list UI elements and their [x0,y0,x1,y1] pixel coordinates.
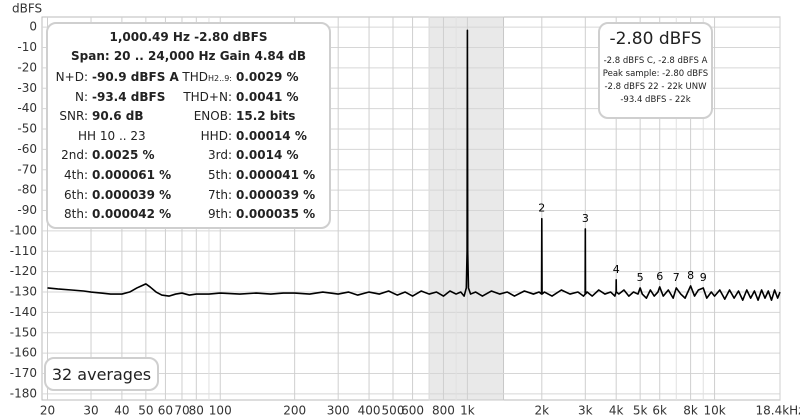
stat-label: THDH2..9: [182,70,232,84]
x-tick-label: 300 [327,404,350,418]
x-tick-label: 600 [401,404,424,418]
stat-label: HH 10 .. 23 [78,128,146,143]
level-line: -93.4 dBFS - 22k [620,95,691,105]
stat-value: 0.0029 % [236,70,299,84]
stat-label: 5th: [208,168,232,182]
y-tick-label: -180 [10,386,37,400]
harmonic-label: 9 [700,271,707,284]
x-tick-label: 4k [609,404,624,418]
y-tick-label: 0 [29,20,37,34]
harmonic-label: 8 [687,269,694,282]
stat-value: -93.4 dBFS [92,89,166,104]
stat-label: N: [74,89,88,104]
x-tick-label: 800 [432,404,455,418]
x-tick-label: 18.4kHz [756,404,800,418]
x-tick-label: 70 [174,404,189,418]
level-line: -2.8 dBFS C, -2.8 dBFS A [603,56,708,66]
level-value: -2.80 dBFS [609,29,702,49]
x-tick-label: 500 [382,404,405,418]
y-tick-label: -50 [17,122,37,136]
x-tick-label: 400 [358,404,381,418]
stat-value: 0.000035 % [236,207,316,222]
stat-label: THD [182,70,209,84]
stat-label: 8th: [64,207,88,222]
harmonic-label: 6 [656,270,663,283]
x-tick-label: 1k [460,404,475,418]
averages-panel: 32 averages [44,357,159,391]
averages-text: 32 averages [51,365,152,384]
x-tick-label: 60 [158,404,173,418]
y-tick-label: -120 [10,264,37,278]
spectrum-line [47,29,781,301]
y-tick-label: -110 [10,244,37,258]
level-panel: -2.80 dBFS -2.8 dBFS C, -2.8 dBFS A Peak s… [598,22,713,119]
y-tick-label: -170 [10,366,37,380]
x-tick-label: 3k [578,404,593,418]
x-tick-label: 40 [114,404,129,418]
y-tick-label: -90 [17,203,37,217]
stat-label-sub: H2..9: [208,74,232,83]
stat-label: 6th: [64,187,88,202]
stat-value: -90.9 dBFS A [92,70,179,84]
x-tick-label: 8k [683,404,698,418]
shaded-band [428,16,505,401]
x-tick-label: 10k [703,404,725,418]
stat-label: HHD: [200,128,232,143]
x-tick-label: 5k [633,404,648,418]
level-line: -2.8 dBFS 22 - 22k UNW [604,82,707,92]
stat-value: 0.000061 % [92,168,172,182]
y-tick-label: -100 [10,223,37,237]
y-tick-label: -140 [10,305,37,319]
stat-value: 0.0025 % [92,148,155,163]
harmonic-label: 5 [637,271,644,284]
x-tick-label: 30 [83,404,98,418]
x-tick-label: 80 [189,404,204,418]
y-tick-label: -80 [17,183,37,197]
y-tick-label: -130 [10,285,37,299]
harmonic-label: 2 [538,202,545,215]
stat-value: 0.000042 % [92,207,172,222]
y-tick-label: -150 [10,325,37,339]
stat-value: 0.000039 % [92,187,172,202]
stat-label: 7th: [208,187,232,202]
stat-label: N+D: [55,70,88,84]
harmonic-label: 3 [582,212,589,225]
x-tick-label: 50 [138,404,153,418]
stat-label: 9th: [208,207,232,222]
measurement-panel: 1,000.49 Hz -2.80 dBFS Span: 20 .. 24,000… [46,22,331,229]
stat-value: 90.6 dB [92,109,144,124]
harmonic-label: 7 [673,271,680,284]
x-tick-label: 2k [535,404,550,418]
panel-span: Span: 20 .. 24,000 Hz Gain 4.84 dB [70,49,306,63]
stat-value: 0.000041 % [236,168,316,182]
stat-label: 3rd: [207,148,232,163]
y-tick-label: -40 [17,101,37,115]
level-line: Peak sample: -2.80 dBFS [602,69,709,79]
stat-label: 2nd: [61,148,88,163]
y-tick-label: -70 [17,162,37,176]
y-tick-label: -20 [17,60,37,74]
stat-label: SNR: [59,109,88,124]
harmonic-label: 4 [613,263,620,276]
x-tick-label: 6k [652,404,667,418]
stat-value: 15.2 bits [236,109,296,124]
y-tick-label: -10 [17,40,37,54]
stat-label: ENOB: [193,109,232,124]
y-tick-label: -160 [10,346,37,360]
stat-label: THD+N: [183,89,232,104]
x-tick-label: 200 [283,404,306,418]
x-tick-label: 20 [40,404,55,418]
x-tick-label: 100 [209,404,232,418]
y-tick-label: -30 [17,81,37,95]
y-tick-label: -60 [17,142,37,156]
panel-header: 1,000.49 Hz -2.80 dBFS [109,30,268,44]
stat-value: 0.0041 % [236,89,299,104]
stat-label: 4th: [64,168,88,182]
stat-value: 0.0014 % [236,148,299,163]
stat-value: 0.00014 % [236,128,307,143]
stat-value: 0.000039 % [236,187,316,202]
y-axis-label: dBFS [12,2,42,16]
